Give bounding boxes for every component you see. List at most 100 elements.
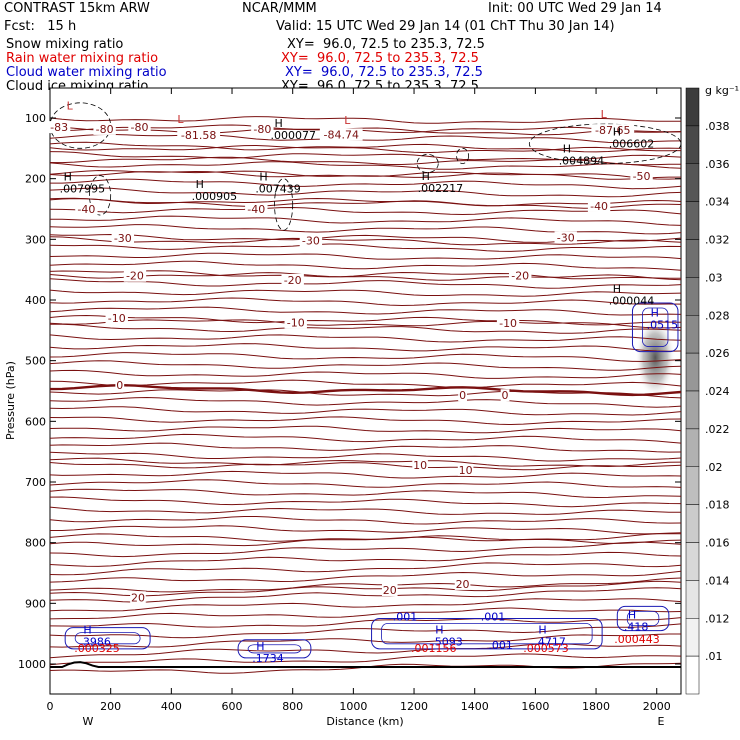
isotherm-line [49,577,682,593]
y-tick-label: 900 [25,597,46,610]
y-tick-label: 100 [25,112,46,125]
y-tick-label: 400 [25,294,46,307]
contour-label-bg [105,312,128,325]
isotherm-line [49,551,682,567]
extremum-mark: L [601,108,608,121]
extremum-value: .1734 [252,652,283,665]
valid-time: Valid: 15 UTC Wed 29 Jan 14 (01 ChT Thu … [276,19,615,34]
cloud-water-contour [616,605,670,632]
contour-label-bg [251,122,274,135]
contour-label-bg [93,122,116,135]
isotherm-line [49,506,681,515]
isotherm-line [49,260,682,271]
isotherm-label: -30 [557,232,575,245]
x-tick-label: 800 [282,700,303,713]
extremum-mark: L [67,100,74,113]
colorbar-level-label: .02 [705,461,723,474]
isotherm-line [49,562,682,576]
contour-label-bg [412,459,428,472]
west-label: W [83,715,94,728]
isotherm-label: 10 [459,464,473,477]
isotherm-line [49,236,682,246]
isotherm-line [49,141,682,153]
field-name-rain: Rain water mixing ratio [6,51,159,66]
colorbar-bin [685,277,700,316]
contour-label-bg [591,124,635,137]
extremum-mark: H [538,624,546,637]
rain-max-value: .001156 [411,642,457,655]
cloud-water-contour-inner [626,610,660,627]
snow-mixing-contour [89,175,112,216]
extremum-value: .4717 [534,636,566,649]
isotherm-line [49,442,682,453]
colorbar-level-label: .01 [705,650,723,663]
isotherm-label: -20 [284,274,302,287]
colorbar-bin [685,163,700,202]
colorbar-bin [685,390,700,430]
snow-mixing-contour [416,153,439,173]
extremum-mark: H [422,170,430,183]
isotherm-label: -40 [247,203,265,216]
y-tick-label: 1000 [18,658,46,671]
isotherm-line [49,360,682,371]
isotherm-label: 20 [383,584,397,597]
x-tick-label: 1600 [521,700,549,713]
extremum-mark: H [259,170,267,183]
colorbar-level-label: .036 [705,158,730,171]
isotherm-line [49,124,682,134]
isotherm-line [49,643,682,659]
cloud-water-contour-inner [381,623,593,645]
contour-label-bg [554,231,577,244]
contour-label-bg [128,121,151,134]
extremum-mark: H [64,170,72,183]
isotherm-line [49,343,682,352]
isotherm-line [49,187,682,198]
cloud-water-contour [371,618,603,650]
colorbar-bin [685,428,700,467]
axes: 0 200 400 600 800 1000 1200 1400 1600 1800 2000100… [18,88,681,713]
y-tick-label: 300 [25,233,46,246]
extremum-mark: H [196,178,204,191]
contour-label-bg [111,232,135,245]
field-xy-snow: XY= 96.0, 72.5 to 235.3, 72.5 [287,37,485,52]
colorbar-level-label: .03 [705,271,723,284]
isotherm-line [49,252,682,260]
isotherm-line [49,306,682,316]
plot-area: -80 -80 -80 -83 -81.58 -84.74 -87.65 -40 -40 -40 -… [47,100,682,674]
center-title: NCAR/MMM [242,1,317,16]
colorbar-level-label: .012 [705,612,730,625]
field-name-cloud-water: Cloud water mixing ratio [6,65,167,80]
isotherm-label: 10 [413,459,427,472]
isotherm-label: -80 [131,121,149,134]
isotherm-line [49,198,682,209]
isotherm-label: -10 [287,316,305,329]
extremum-mark: H [274,117,282,130]
model-title: CONTRAST 15km ARW [4,1,150,16]
x-tick-label: 1000 [339,700,367,713]
colorbar-bin [685,580,700,619]
isotherm-line [49,617,682,628]
isotherm-line [49,369,682,379]
isotherm-label: -30 [114,232,132,245]
isotherm-line [49,383,682,397]
extremum-value: .002217 [418,182,464,195]
isotherm-line [50,323,682,334]
extremum-mark: L [344,114,351,127]
isotherm-line [49,462,682,471]
colorbar-level-label: .034 [705,196,730,209]
cloud-water-label: .001 [481,610,506,623]
y-tick-label: 600 [25,415,46,428]
extremum-mark: H [651,306,659,319]
x-tick-label: 1200 [400,700,428,713]
isotherm-line [49,169,681,180]
extremum-mark: L [177,113,184,126]
contour-label-bg [130,591,146,604]
isotherm-line [49,488,682,499]
extremum-mark: H [613,126,621,139]
isotherm-line [49,133,682,144]
extremum-value: .000905 [192,190,238,203]
isotherm-label: -80 [253,123,271,136]
colorbar-level-label: .022 [705,423,730,436]
extremum-mark: H [435,624,443,637]
contour-label-bg [496,317,520,330]
